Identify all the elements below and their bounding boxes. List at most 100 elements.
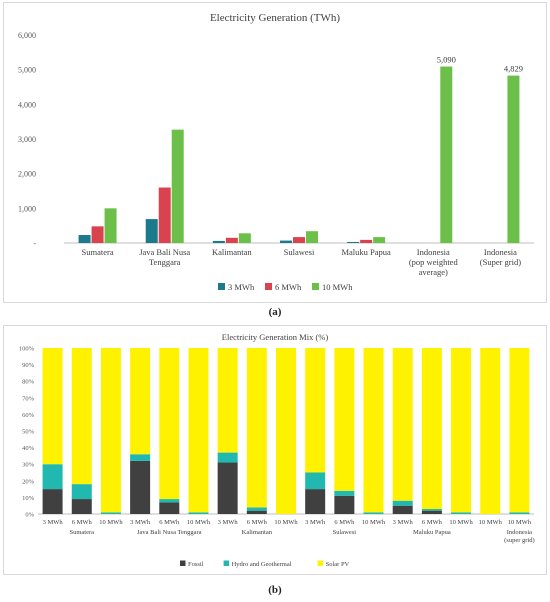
y-tick-label: 60% [22,412,35,419]
legend-swatch [317,560,324,566]
bar-segment [100,348,121,513]
legend-label: Hydro and Geothermal [232,561,292,568]
data-label: 5,090 [437,55,456,65]
bar-segment [217,348,238,453]
bar-segment [451,348,472,513]
y-tick-label: 5,000 [18,66,36,75]
bar-label: 3 MWh [305,519,326,526]
generation-mix-chart: Electricity Generation Mix (%) 0% 10% 20% 30… [19,332,535,568]
bar-label: 6 MWh [422,519,443,526]
bar-label: 3 MWh [43,519,64,526]
bar-label: 3 MWh [218,519,239,526]
bar-segment [130,348,151,455]
bar-segment [392,500,413,506]
bar-segment [305,348,326,473]
y-tick-label: 40% [22,445,35,452]
x-tick-label: Indonesia [417,247,450,257]
bar-label: 10 MWh [479,519,503,526]
bar [171,129,184,243]
bar [238,233,251,243]
bar [306,231,318,243]
bar-segment [480,348,501,514]
bar [145,219,158,243]
x-tick-label: Kalimantan [212,247,252,257]
bar [104,208,117,243]
y-tick-label: 30% [22,462,35,469]
group-label: Kalimantan [242,529,273,536]
legend-swatch [223,560,230,566]
bar [91,226,104,243]
bar [440,66,453,243]
bar-segment [188,512,209,514]
legend-label: 6 MWh [275,282,302,292]
bar-label: 6 MWh [247,519,268,526]
y-tick-label: 90% [22,362,35,369]
bar-segment [276,348,296,514]
y-tick-label: 20% [22,478,35,485]
generation-mix-chart-panel: Electricity Generation Mix (%) 0% 10% 20% 30… [3,325,547,575]
bar-segment [421,348,442,510]
bar [373,237,386,243]
bar-segment [217,462,238,514]
group-label: Sumatera [69,529,94,536]
bar-segment [159,348,180,500]
bar [280,240,292,243]
bar-segment [334,490,355,496]
y-tick-label: 80% [22,379,35,386]
y-tick-label: 2,000 [18,170,36,179]
bar-segment [130,454,151,461]
bar-segment [42,348,63,465]
bar-segment [363,348,384,513]
bar [212,240,225,243]
bar-label: 10 MWh [449,519,473,526]
y-tick-label: 50% [22,429,35,436]
chart-title: Electricity Generation Mix (%) [222,332,329,342]
bar-segment [217,452,238,463]
bar-segment [188,348,209,513]
bar-segment [159,502,180,514]
bar-segment [71,348,92,485]
bar-label: 6 MWh [72,519,93,526]
bar [225,237,238,243]
x-tick-label: (Super grid) [480,257,521,267]
caption-a: (a) [268,306,282,318]
bar-label: 10 MWh [362,519,386,526]
bar-label: 6 MWh [334,519,355,526]
y-tick-label: 0% [25,512,34,519]
legend-swatch [180,560,186,566]
bar [347,241,360,243]
bar-label: 6 MWh [159,519,180,526]
bar-segment [363,512,384,514]
bar-segment [100,512,121,514]
chart-title: Electricity Generation (TWh) [210,12,340,24]
legend-swatch [265,283,272,290]
y-tick-label: 3,000 [18,135,36,144]
bar-segment [305,489,326,514]
y-tick-label: 100% [19,346,35,353]
group-label: Maluku Papua [413,529,451,536]
bar-segment [42,464,63,490]
generation-chart: Electricity Generation (TWh) - 1,000 2,000 3… [18,12,534,292]
legend-label: Solar PV [326,561,350,568]
group-label: (super grid) [504,537,535,544]
bar-segment [421,510,442,514]
bar-segment [421,509,442,511]
y-tick-label: - [33,239,36,248]
bar-segment [334,348,355,491]
bar-label: 10 MWh [99,519,123,526]
bar [78,235,91,243]
bar-segment [509,348,530,513]
x-tick-label: Sumatera [82,247,114,257]
bar-label: 3 MWh [393,519,414,526]
bar-segment [509,512,530,514]
y-tick-label: 70% [22,395,35,402]
x-tick-label: Maluku Papua [341,247,391,257]
x-tick-label: Sulawesi [284,247,315,257]
bar-label: 10 MWh [187,519,211,526]
data-label: 4,829 [504,64,523,74]
legend-swatch [218,283,225,290]
bar [507,75,520,243]
bar-label: 3 MWh [130,519,151,526]
x-tick-label: (pop weighted [409,257,459,267]
legend-label: Fossil [188,561,204,568]
